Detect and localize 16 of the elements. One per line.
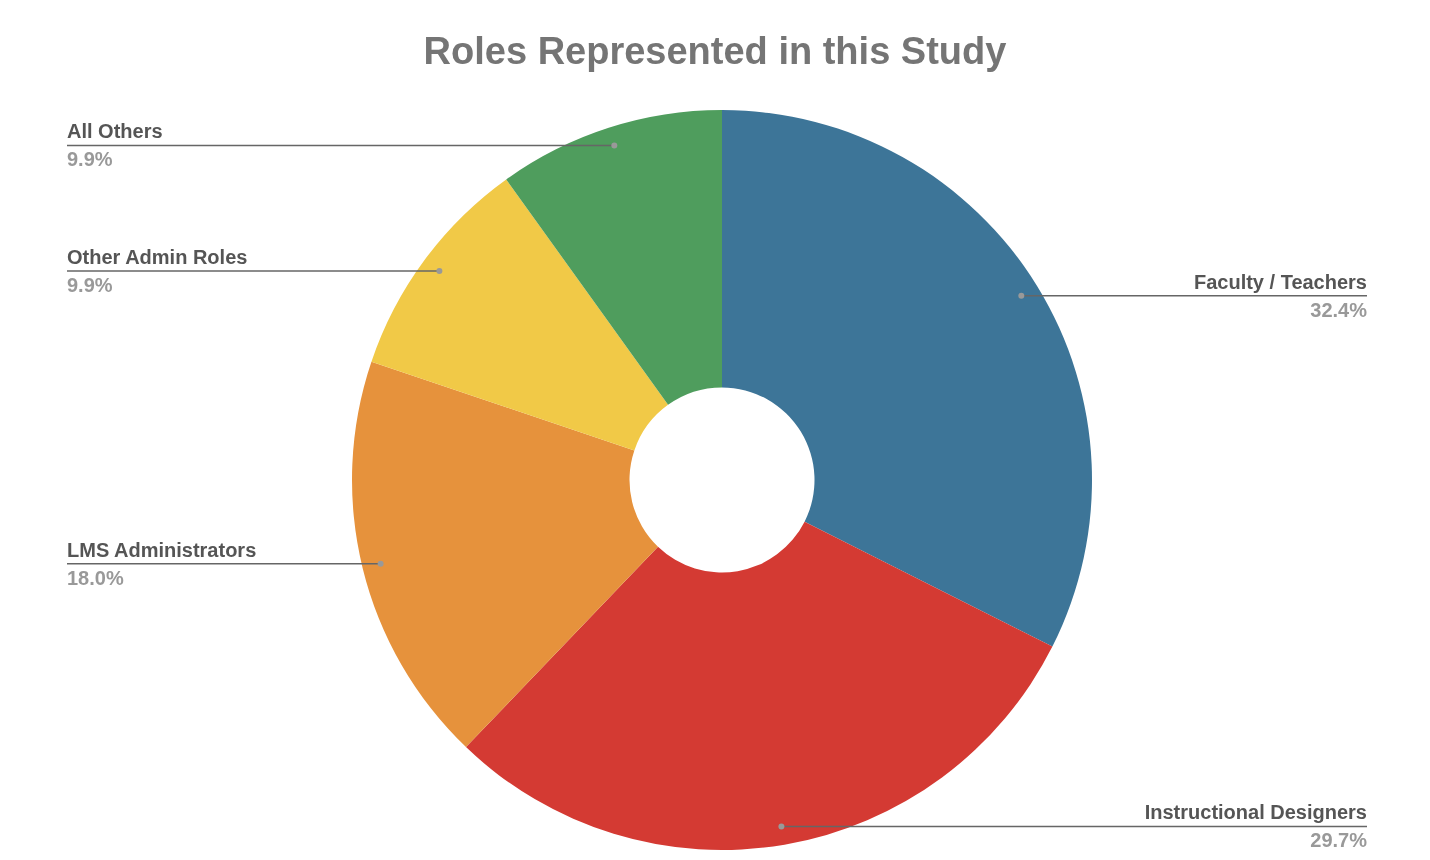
donut-slice [465,521,1053,850]
data-label: 9.9% [67,273,113,296]
donut-slice [352,361,658,748]
donut-slice [506,110,722,405]
donut-slice [722,110,1092,647]
data-label: 32.4% [1310,298,1368,321]
slice-label: Instructional Designers [1144,801,1367,824]
data-label: 9.9% [67,148,113,171]
chart-title: Roles Represented in this Study [422,30,1008,73]
slice-label: All Others [67,120,163,143]
donut-slice [371,179,669,451]
slice-label: Other Admin Roles [67,245,248,268]
slice-label: Faculty / Teachers [1193,270,1367,293]
slice-label: LMS Administrators [67,538,257,561]
data-label: 18.0% [67,566,124,589]
data-label: 29.7% [1310,829,1368,852]
